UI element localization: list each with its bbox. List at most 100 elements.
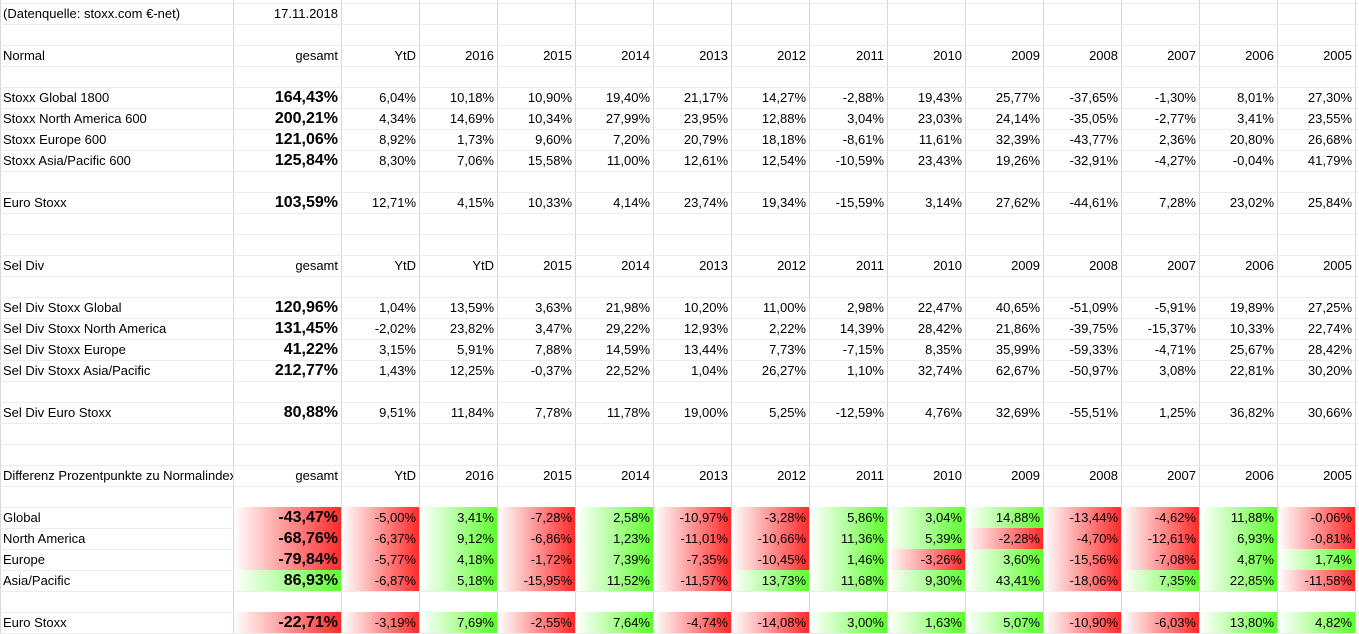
value-cell: 7,28% (1159, 195, 1196, 210)
value-cell: 3,41% (1237, 111, 1274, 126)
value-cell: 1,46% (810, 549, 887, 570)
value-cell: -14,08% (732, 612, 809, 633)
value-cell: 1,73% (457, 132, 494, 147)
value-cell: 1,25% (1159, 405, 1196, 420)
value-cell: 25,84% (1307, 195, 1352, 210)
row-label: Stoxx Europe 600 (3, 132, 107, 147)
value-cell: -12,59% (835, 405, 884, 420)
value-cell: -15,95% (498, 570, 575, 591)
value-cell: 10,33% (1229, 321, 1274, 336)
value-cell: 3,14% (925, 195, 962, 210)
value-cell: 30,20% (1307, 363, 1352, 378)
value-cell: 4,82% (1278, 612, 1355, 633)
value-cell: 25,67% (1229, 342, 1274, 357)
value-cell: 43,41% (966, 570, 1043, 591)
value-cell: -59,33% (1069, 342, 1118, 357)
value-cell: 26,68% (1307, 132, 1352, 147)
value-cell: -1,30% (1154, 90, 1196, 105)
value-cell: -3,28% (732, 507, 809, 528)
value-cell: 12,71% (371, 195, 416, 210)
value-cell: 36,82% (1229, 405, 1274, 420)
value-cell: -10,66% (732, 528, 809, 549)
value-cell: 23,02% (1229, 195, 1274, 210)
value-cell: 1,43% (379, 363, 416, 378)
value-cell: -18,06% (1044, 570, 1121, 591)
value-cell: 10,18% (449, 90, 494, 105)
value-cell: 35,99% (995, 342, 1040, 357)
row-label: Stoxx Asia/Pacific 600 (3, 153, 131, 168)
value-cell: -7,08% (1122, 549, 1199, 570)
column-header: 2013 (699, 48, 728, 63)
value-cell: 80,88% (283, 404, 338, 421)
value-cell: 22,85% (1200, 570, 1277, 591)
value-cell: 13,59% (449, 300, 494, 315)
value-cell: -13,44% (1044, 507, 1121, 528)
row-label: Stoxx North America 600 (3, 111, 147, 126)
grid-line (0, 318, 1359, 319)
value-cell: -11,57% (654, 570, 731, 591)
grid-line (575, 0, 576, 634)
value-cell: 7,35% (1122, 570, 1199, 591)
value-cell: 30,66% (1307, 405, 1352, 420)
grid-line (0, 150, 1359, 151)
value-cell: 6,04% (379, 90, 416, 105)
value-cell: 8,30% (379, 153, 416, 168)
value-cell: 21,86% (995, 321, 1040, 336)
value-cell: 3,60% (966, 549, 1043, 570)
grid-line (1355, 0, 1356, 634)
value-cell: 9,60% (535, 132, 572, 147)
value-cell: 3,04% (847, 111, 884, 126)
grid-line (419, 0, 420, 634)
value-cell: 7,78% (535, 405, 572, 420)
column-header: 2007 (1167, 48, 1196, 63)
grid-line (0, 297, 1359, 298)
value-cell: 3,15% (379, 342, 416, 357)
value-cell: 22,52% (605, 363, 650, 378)
value-cell: -68,76% (234, 528, 341, 549)
value-cell: -6,03% (1122, 612, 1199, 633)
column-header: 2006 (1245, 468, 1274, 483)
value-cell: 14,27% (761, 90, 806, 105)
grid-line (0, 108, 1359, 109)
value-cell: 23,43% (917, 153, 962, 168)
value-cell: -15,56% (1044, 549, 1121, 570)
value-cell: 7,20% (613, 132, 650, 147)
value-cell: 19,34% (761, 195, 806, 210)
value-cell: 20,80% (1229, 132, 1274, 147)
value-cell: 19,40% (605, 90, 650, 105)
column-header: 2015 (543, 258, 572, 273)
value-cell: 25,77% (995, 90, 1040, 105)
value-cell: 1,04% (379, 300, 416, 315)
grid-line (0, 444, 1359, 445)
value-cell: -5,00% (342, 507, 419, 528)
value-cell: 212,77% (274, 362, 338, 379)
column-header: 2012 (777, 48, 806, 63)
row-label: Sel Div Stoxx North America (3, 321, 167, 336)
column-header: gesamt (295, 468, 338, 483)
value-cell: -6,87% (342, 570, 419, 591)
value-cell: 5,25% (769, 405, 806, 420)
value-cell: -44,61% (1069, 195, 1118, 210)
column-header: 2005 (1323, 48, 1352, 63)
value-cell: -0,81% (1278, 528, 1355, 549)
value-cell: -22,71% (234, 612, 341, 633)
value-cell: 7,88% (535, 342, 572, 357)
grid-line (0, 0, 1, 634)
value-cell: 1,10% (847, 363, 884, 378)
column-header: 2013 (699, 258, 728, 273)
value-cell: -10,90% (1044, 612, 1121, 633)
value-cell: 12,25% (449, 363, 494, 378)
grid-line (731, 0, 732, 634)
value-cell: 2,22% (769, 321, 806, 336)
row-label: North America (3, 531, 86, 546)
grid-line (0, 255, 1359, 256)
value-cell: -32,91% (1069, 153, 1118, 168)
column-header: 2012 (777, 258, 806, 273)
value-cell: -2,55% (498, 612, 575, 633)
row-label: Sel Div Stoxx Global (3, 300, 122, 315)
column-header: 2016 (465, 48, 494, 63)
value-cell: -11,01% (654, 528, 731, 549)
value-cell: 86,93% (234, 570, 341, 591)
value-cell: -51,09% (1069, 300, 1118, 315)
grid-line (653, 0, 654, 634)
